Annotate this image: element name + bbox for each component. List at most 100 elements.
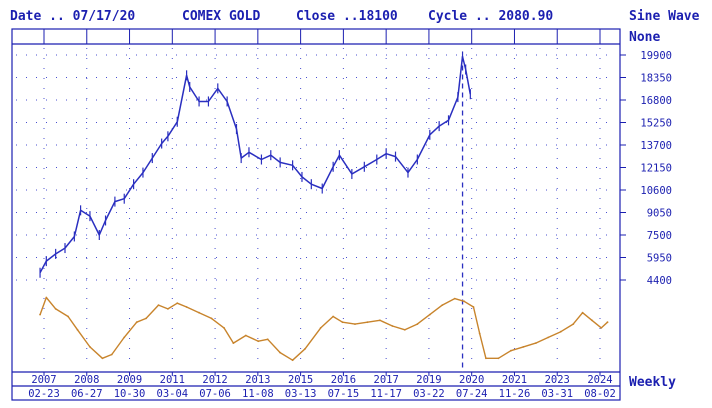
- cycle-point: [232, 342, 235, 344]
- cycle-point: [600, 327, 603, 329]
- year-label: 2017: [374, 374, 399, 386]
- grid-dots: [16, 48, 616, 368]
- cycle-point: [572, 323, 575, 325]
- y-tick-label: 16800: [640, 95, 672, 107]
- price-axis-labels: 19900 18350 16800 15250 13700 12150 10600 9050 7…: [620, 50, 672, 287]
- y-tick-label: 19900: [640, 50, 672, 62]
- cycle-point: [606, 321, 609, 324]
- year-label: 2012: [202, 374, 227, 386]
- cycle-point: [135, 321, 138, 324]
- outer-frame: [11, 28, 621, 401]
- date-label: 03-31: [541, 388, 573, 400]
- chart-frame: [11, 28, 621, 401]
- y-tick-label: 7500: [647, 230, 672, 242]
- date-label: 10-30: [114, 388, 146, 400]
- price-line: [39, 55, 472, 274]
- y-tick-label: 18350: [640, 73, 672, 85]
- period-label: Weekly: [629, 375, 676, 390]
- cycle-point: [157, 304, 160, 306]
- cycle-point: [453, 297, 456, 300]
- price-series: [39, 51, 472, 372]
- y-tick-label: 15250: [640, 118, 672, 130]
- cycle-point: [39, 313, 41, 316]
- cycle-point: [509, 349, 512, 352]
- cycle-point: [304, 347, 306, 350]
- cycle-point: [478, 332, 481, 335]
- year-label: 2023: [545, 374, 570, 386]
- indicator-sub: None: [629, 30, 660, 45]
- year-label: 2016: [331, 374, 356, 386]
- axis-ticks: [43, 29, 601, 376]
- date-label: 11-17: [370, 388, 402, 400]
- cycle-point: [354, 323, 356, 325]
- cycle-point: [416, 323, 419, 325]
- indicator-name: Sine Wave: [629, 9, 700, 24]
- cycle-point: [332, 315, 335, 318]
- year-label: 2020: [459, 374, 484, 386]
- cycle-point: [291, 359, 294, 362]
- cycle-point: [198, 311, 200, 314]
- cycle-point: [76, 328, 79, 331]
- cycle-point: [210, 317, 213, 320]
- cycle-point: [485, 357, 487, 360]
- cycle-point: [176, 302, 179, 305]
- cycle-series: [39, 296, 609, 362]
- cycle-point: [244, 334, 247, 337]
- cycle-point: [185, 306, 188, 308]
- cycle-point: [441, 304, 444, 306]
- year-label: 2024: [587, 374, 612, 386]
- year-label: 2019: [416, 374, 441, 386]
- header-close: Close ..18100: [296, 9, 398, 24]
- date-label: 06-27: [71, 388, 103, 400]
- cycle-point: [403, 328, 406, 331]
- cycle-point: [89, 346, 91, 348]
- cycle-point: [472, 306, 475, 308]
- cycle-point: [145, 317, 147, 320]
- y-tick-label: 5950: [647, 253, 672, 265]
- cycle-point: [319, 327, 322, 329]
- date-axis-labels: 2007 2008 2009 2011 2012 2013 2015 2016 2017 2019…: [28, 374, 616, 400]
- cycle-point: [463, 300, 466, 303]
- y-tick-label: 10600: [640, 185, 672, 197]
- cycle-line: [39, 296, 608, 361]
- cycle-point: [54, 308, 57, 310]
- cycle-point: [559, 330, 562, 333]
- year-label: 2008: [74, 374, 99, 386]
- year-label: 2009: [117, 374, 142, 386]
- date-label: 02-23: [28, 388, 60, 400]
- date-label: 03-22: [413, 388, 445, 400]
- cycle-point: [279, 351, 282, 354]
- year-label: 2021: [502, 374, 527, 386]
- y-tick-label: 4400: [647, 275, 672, 287]
- header-symbol: COMEX GOLD: [182, 9, 260, 24]
- cycle-point: [428, 313, 431, 316]
- cycle-point: [591, 319, 593, 322]
- cycle-point: [379, 319, 381, 322]
- date-label: 07-06: [199, 388, 231, 400]
- cycle-point: [266, 338, 269, 341]
- year-label: 2011: [160, 374, 185, 386]
- cycle-point: [110, 353, 113, 356]
- date-label: 03-13: [285, 388, 317, 400]
- date-label: 08-02: [584, 388, 616, 400]
- cycle-point: [341, 321, 344, 324]
- cycle-point: [45, 296, 48, 299]
- date-label: 07-24: [456, 388, 488, 400]
- cycle-point: [123, 336, 126, 339]
- cycle-point: [522, 346, 525, 348]
- cycle-point: [257, 340, 260, 343]
- cycle-point: [166, 308, 169, 310]
- date-label: 07-15: [328, 388, 360, 400]
- y-tick-label: 13700: [640, 140, 672, 152]
- cycle-point: [534, 342, 537, 344]
- cycle-point: [497, 357, 500, 360]
- cycle-point: [67, 315, 70, 318]
- cycle-point: [366, 321, 369, 324]
- y-tick-label: 12150: [640, 163, 672, 175]
- y-tick-label: 9050: [647, 208, 672, 220]
- date-label: 11-26: [499, 388, 531, 400]
- header-cycle: Cycle .. 2080.90: [428, 9, 553, 24]
- cycle-point: [547, 336, 550, 339]
- cycle-point: [581, 311, 584, 314]
